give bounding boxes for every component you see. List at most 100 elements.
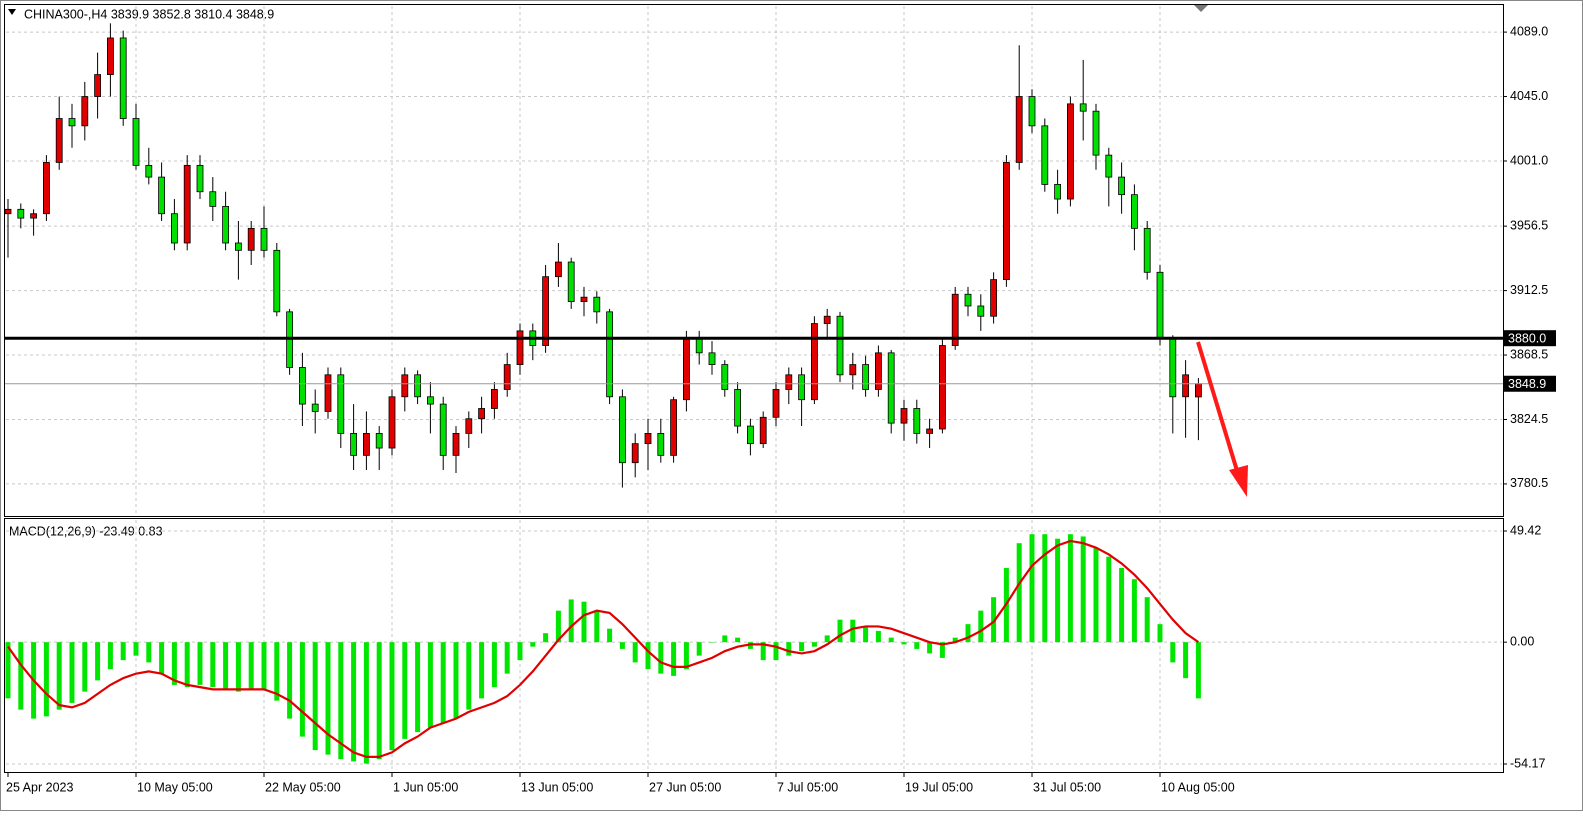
macd-bar bbox=[287, 642, 293, 719]
macd-bar bbox=[709, 642, 715, 643]
macd-bar bbox=[184, 642, 190, 688]
candle-body bbox=[964, 293, 972, 307]
candle-body bbox=[849, 364, 857, 376]
macd-bar bbox=[568, 599, 574, 643]
candle-body bbox=[350, 432, 358, 456]
candle-body bbox=[887, 352, 895, 424]
macd-bar bbox=[466, 642, 472, 710]
candle-body bbox=[606, 311, 613, 398]
candle-body bbox=[683, 337, 690, 401]
macd-bar bbox=[760, 642, 766, 661]
macd-bar bbox=[619, 642, 625, 649]
candle-body bbox=[1041, 125, 1049, 185]
candle-body bbox=[695, 337, 703, 354]
candle-body bbox=[1092, 110, 1100, 156]
macd-bar bbox=[491, 642, 497, 688]
x-tick-label: 27 Jun 05:00 bbox=[649, 780, 721, 794]
candle-body bbox=[926, 428, 933, 434]
candle-body bbox=[452, 432, 460, 456]
signal-line bbox=[7, 539, 1200, 758]
y-tick-label: 3780.5 bbox=[1510, 476, 1548, 490]
macd-bar bbox=[594, 610, 600, 643]
macd-bar bbox=[197, 642, 203, 685]
candle-body bbox=[1169, 337, 1177, 398]
candle-body bbox=[94, 74, 101, 97]
candle-body bbox=[670, 399, 677, 456]
candle-body bbox=[913, 408, 921, 434]
candle-body bbox=[862, 364, 869, 390]
macd-bar bbox=[735, 637, 741, 643]
macd-bar bbox=[888, 637, 894, 643]
macd-bar bbox=[1183, 642, 1189, 679]
menu-triangle[interactable] bbox=[8, 9, 16, 15]
candle-body bbox=[619, 396, 626, 464]
macd-bar bbox=[645, 642, 651, 670]
macd-bar bbox=[747, 642, 753, 649]
macd-bar bbox=[95, 642, 101, 681]
candle-body bbox=[1028, 96, 1036, 127]
price-tag bbox=[1504, 375, 1556, 392]
macd-bar bbox=[773, 642, 779, 661]
candle-body bbox=[567, 261, 575, 302]
candle-body bbox=[836, 315, 844, 376]
candle-body bbox=[414, 374, 422, 398]
x-tick-label: 22 May 05:00 bbox=[265, 780, 341, 794]
y-tick-label: 4045.0 bbox=[1510, 89, 1548, 103]
macd-bar bbox=[56, 642, 62, 710]
macd-bar bbox=[811, 642, 817, 647]
macd-bar bbox=[146, 642, 152, 663]
candle-body bbox=[183, 164, 191, 244]
macd-bar bbox=[248, 642, 254, 690]
macd-bar bbox=[543, 633, 549, 643]
macd-bar bbox=[1157, 624, 1163, 643]
macd-bar bbox=[69, 642, 75, 703]
macd-bar bbox=[517, 642, 523, 661]
macd-bar bbox=[914, 642, 920, 649]
price-panel bbox=[4, 4, 1504, 517]
candle-body bbox=[222, 205, 230, 244]
candle-body bbox=[119, 37, 127, 119]
candle-body bbox=[324, 374, 332, 412]
candle-body bbox=[247, 227, 255, 251]
y-tick-label: 4089.0 bbox=[1510, 24, 1548, 38]
macd-bar bbox=[1080, 536, 1086, 643]
macd-bar bbox=[1067, 534, 1073, 643]
macd-bar bbox=[159, 642, 165, 674]
candle-body bbox=[503, 364, 511, 390]
candle-body bbox=[644, 432, 652, 445]
candle-body bbox=[1182, 374, 1189, 398]
arrow-shaft bbox=[1196, 341, 1240, 475]
candle-body bbox=[1143, 227, 1151, 273]
candle-body bbox=[30, 213, 38, 219]
macd-bar bbox=[1029, 534, 1035, 643]
candle-body bbox=[1003, 162, 1010, 281]
candle-body bbox=[375, 432, 383, 449]
candle-body bbox=[1105, 154, 1113, 178]
macd-bar bbox=[5, 642, 11, 699]
candle-body bbox=[4, 208, 12, 215]
candle-body bbox=[747, 425, 754, 445]
candle-body bbox=[823, 315, 831, 324]
macd-bar bbox=[799, 642, 805, 652]
macd-bar bbox=[440, 642, 446, 724]
candle-body bbox=[170, 213, 178, 244]
macd-bar bbox=[1106, 556, 1112, 643]
macd-bar bbox=[632, 642, 638, 663]
candle-body bbox=[1015, 96, 1023, 163]
candle-body bbox=[55, 118, 63, 163]
macd-bar bbox=[1131, 579, 1137, 643]
candle-body bbox=[298, 367, 306, 405]
macd-bar bbox=[235, 642, 241, 692]
plot-layer: 25 Apr 2023 10 May 05:00 22 May 05:00 1 Jun… bbox=[4, 6, 1556, 794]
macd-bar bbox=[338, 642, 344, 760]
macd-bar bbox=[683, 642, 689, 670]
macd-bar bbox=[939, 642, 945, 658]
candle-body bbox=[1156, 271, 1164, 339]
price-tag-label: 3880.0 bbox=[1508, 331, 1546, 345]
macd-bar bbox=[274, 642, 280, 701]
candle-body bbox=[631, 443, 639, 464]
macd-bar bbox=[696, 642, 702, 656]
macd-bar bbox=[133, 642, 139, 656]
macd-bar bbox=[875, 630, 881, 643]
